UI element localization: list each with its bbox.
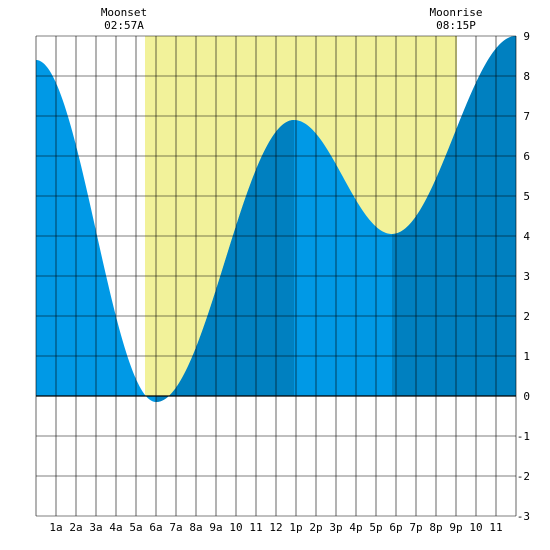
x-tick-label: 7p xyxy=(409,521,422,534)
annotation-time: 02:57A xyxy=(104,19,144,32)
y-tick-label: 9 xyxy=(523,30,530,43)
x-tick-label: 2p xyxy=(309,521,322,534)
y-tick-label: 8 xyxy=(523,70,530,83)
x-tick-label: 10 xyxy=(469,521,482,534)
y-tick-label: 2 xyxy=(523,310,530,323)
y-tick-label: -2 xyxy=(517,470,530,483)
x-tick-label: 8p xyxy=(429,521,442,534)
y-tick-label: -1 xyxy=(517,430,530,443)
y-tick-label: -3 xyxy=(517,510,530,523)
x-tick-label: 2a xyxy=(69,521,82,534)
x-tick-label: 1a xyxy=(49,521,62,534)
x-tick-label: 5a xyxy=(129,521,142,534)
annotation-title: Moonset xyxy=(101,6,147,19)
x-tick-label: 6a xyxy=(149,521,162,534)
x-tick-label: 4p xyxy=(349,521,362,534)
x-tick-label: 7a xyxy=(169,521,182,534)
x-tick-label: 11 xyxy=(249,521,262,534)
x-tick-label: 12 xyxy=(269,521,282,534)
x-tick-label: 10 xyxy=(229,521,242,534)
y-tick-label: 0 xyxy=(523,390,530,403)
y-tick-labels: -3 -2 -1 0 1 2 3 4 5 6 7 8 9 xyxy=(517,30,531,523)
y-tick-label: 6 xyxy=(523,150,530,163)
y-tick-label: 3 xyxy=(523,270,530,283)
x-tick-label: 5p xyxy=(369,521,382,534)
x-tick-label: 9a xyxy=(209,521,222,534)
x-tick-label: 3p xyxy=(329,521,342,534)
y-tick-label: 5 xyxy=(523,190,530,203)
grid-layer xyxy=(35,35,517,517)
x-tick-label: 8a xyxy=(189,521,202,534)
y-tick-label: 7 xyxy=(523,110,530,123)
x-tick-label: 6p xyxy=(389,521,402,534)
annotation-time: 08:15P xyxy=(436,19,476,32)
x-tick-label: 1p xyxy=(289,521,302,534)
y-tick-label: 1 xyxy=(523,350,530,363)
x-tick-label: 3a xyxy=(89,521,102,534)
tide-area-dark-band xyxy=(392,36,516,396)
x-tick-labels: 1a 2a 3a 4a 5a 6a 7a 8a 9a 10 11 12 1p 2p 3p 4p 5p 6p 7p 8p… xyxy=(49,521,502,534)
annotation-title: Moonrise xyxy=(430,6,483,19)
x-tick-label: 4a xyxy=(109,521,122,534)
y-tick-label: 4 xyxy=(523,230,530,243)
x-tick-label: 9p xyxy=(449,521,462,534)
x-tick-label: 11 xyxy=(489,521,502,534)
tide-area-dark-band xyxy=(156,120,294,402)
